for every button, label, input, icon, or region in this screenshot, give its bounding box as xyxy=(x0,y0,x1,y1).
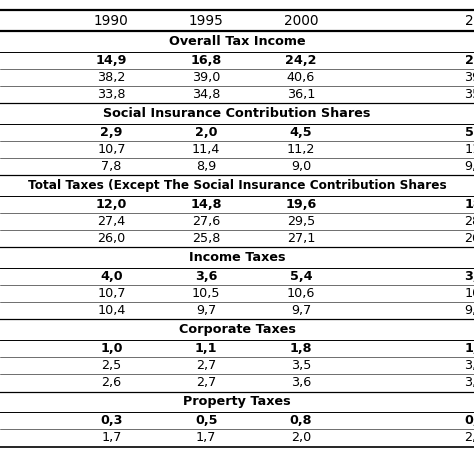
Text: 26,0: 26,0 xyxy=(97,232,126,246)
Text: 12,0: 12,0 xyxy=(96,198,127,211)
Text: 16,8: 16,8 xyxy=(191,54,222,67)
Text: 1,0: 1,0 xyxy=(100,342,123,356)
Text: 2,7: 2,7 xyxy=(196,376,216,390)
Text: 2,0: 2,0 xyxy=(195,126,218,139)
Text: 5,4: 5,4 xyxy=(290,270,312,283)
Text: 10,6: 10,6 xyxy=(287,287,315,301)
Text: 4,0: 4,0 xyxy=(100,270,123,283)
Text: 4,5: 4,5 xyxy=(290,126,312,139)
Text: 0,: 0, xyxy=(465,414,474,428)
Text: 27,1: 27,1 xyxy=(287,232,315,246)
Text: 7,8: 7,8 xyxy=(101,160,121,173)
Text: 26: 26 xyxy=(465,232,474,246)
Text: 1,7: 1,7 xyxy=(101,431,121,445)
Text: 27,6: 27,6 xyxy=(192,215,220,228)
Text: 25,8: 25,8 xyxy=(192,232,220,246)
Text: 1,1: 1,1 xyxy=(195,342,218,356)
Text: Income Taxes: Income Taxes xyxy=(189,251,285,264)
Text: 2,5: 2,5 xyxy=(101,359,121,373)
Text: 39,0: 39,0 xyxy=(192,71,220,84)
Text: 3,: 3, xyxy=(465,270,474,283)
Text: 0,3: 0,3 xyxy=(100,414,123,428)
Text: 14,9: 14,9 xyxy=(96,54,127,67)
Text: 9,7: 9,7 xyxy=(196,304,216,318)
Text: Social Insurance Contribution Shares: Social Insurance Contribution Shares xyxy=(103,107,371,120)
Text: 1,7: 1,7 xyxy=(196,431,216,445)
Text: 35: 35 xyxy=(465,88,474,101)
Text: 33,8: 33,8 xyxy=(97,88,126,101)
Text: 3,6: 3,6 xyxy=(291,376,311,390)
Text: Property Taxes: Property Taxes xyxy=(183,395,291,409)
Text: 10,4: 10,4 xyxy=(97,304,126,318)
Text: 2,: 2, xyxy=(465,431,474,445)
Text: 9,: 9, xyxy=(465,160,474,173)
Text: 10: 10 xyxy=(465,287,474,301)
Text: 34,8: 34,8 xyxy=(192,88,220,101)
Text: 18: 18 xyxy=(465,198,474,211)
Text: 3,: 3, xyxy=(465,376,474,390)
Text: 3,6: 3,6 xyxy=(195,270,218,283)
Text: 3,5: 3,5 xyxy=(291,359,311,373)
Text: 24: 24 xyxy=(465,54,474,67)
Text: Total Taxes (Except The Social Insurance Contribution Shares: Total Taxes (Except The Social Insurance… xyxy=(27,179,447,192)
Text: 1,: 1, xyxy=(465,342,474,356)
Text: 1,8: 1,8 xyxy=(290,342,312,356)
Text: 39: 39 xyxy=(465,71,474,84)
Text: 9,: 9, xyxy=(465,304,474,318)
Text: Overall Tax Income: Overall Tax Income xyxy=(169,35,305,48)
Text: 2,7: 2,7 xyxy=(196,359,216,373)
Text: 8,9: 8,9 xyxy=(196,160,216,173)
Text: 27,4: 27,4 xyxy=(97,215,126,228)
Text: 0,8: 0,8 xyxy=(290,414,312,428)
Text: 10,7: 10,7 xyxy=(97,287,126,301)
Text: Corporate Taxes: Corporate Taxes xyxy=(179,323,295,337)
Text: 2,6: 2,6 xyxy=(101,376,121,390)
Text: 14,8: 14,8 xyxy=(191,198,222,211)
Text: 28: 28 xyxy=(465,215,474,228)
Text: 36,1: 36,1 xyxy=(287,88,315,101)
Text: 20: 20 xyxy=(465,14,474,28)
Text: 2,0: 2,0 xyxy=(291,431,311,445)
Text: 2000: 2000 xyxy=(284,14,318,28)
Text: 11,4: 11,4 xyxy=(192,143,220,156)
Text: 3,: 3, xyxy=(465,359,474,373)
Text: 11,2: 11,2 xyxy=(287,143,315,156)
Text: 9,7: 9,7 xyxy=(291,304,311,318)
Text: 29,5: 29,5 xyxy=(287,215,315,228)
Text: 10,7: 10,7 xyxy=(97,143,126,156)
Text: 9,0: 9,0 xyxy=(291,160,311,173)
Text: 10,5: 10,5 xyxy=(192,287,220,301)
Text: 2,9: 2,9 xyxy=(100,126,123,139)
Text: 11: 11 xyxy=(465,143,474,156)
Text: 5,: 5, xyxy=(465,126,474,139)
Text: 1990: 1990 xyxy=(94,14,129,28)
Text: 38,2: 38,2 xyxy=(97,71,126,84)
Text: 40,6: 40,6 xyxy=(287,71,315,84)
Text: 1995: 1995 xyxy=(189,14,224,28)
Text: 0,5: 0,5 xyxy=(195,414,218,428)
Text: 19,6: 19,6 xyxy=(285,198,317,211)
Text: 24,2: 24,2 xyxy=(285,54,317,67)
